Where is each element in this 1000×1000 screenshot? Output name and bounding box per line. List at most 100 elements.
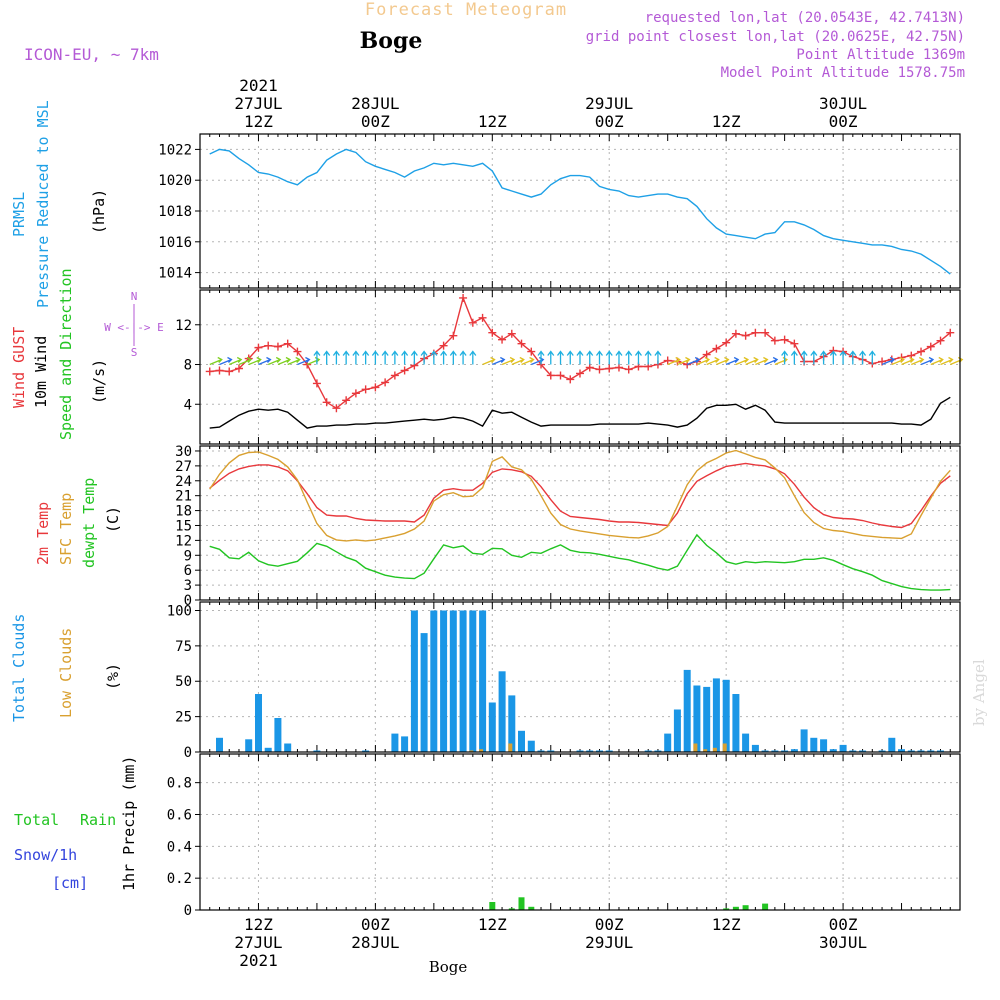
y-tick-label: 4 — [184, 397, 192, 413]
total-clouds-bar — [849, 750, 857, 752]
y-tick-label: 1020 — [158, 173, 192, 189]
gust-marker — [351, 389, 360, 398]
wind-direction-arrow — [332, 350, 340, 365]
total-clouds-bar — [917, 750, 925, 752]
wind-direction-arrow — [901, 356, 915, 366]
total-clouds-bar — [927, 750, 935, 752]
clouds-frame — [199, 601, 961, 753]
total-clouds-bar — [898, 749, 905, 752]
wind-direction-arrow — [313, 350, 321, 365]
wind-direction-arrow — [219, 356, 233, 366]
y-tick-label: 0 — [184, 593, 192, 609]
low-clouds-bar — [712, 747, 717, 752]
wind-direction-arrow — [911, 356, 925, 366]
wind-direction-arrow — [849, 350, 857, 365]
total-clouds-bar — [800, 729, 808, 752]
cloud-unit: (%) — [104, 663, 122, 690]
time-label: 12Z — [478, 915, 507, 934]
time-label: 27JUL — [234, 933, 282, 952]
y-tick-label: 25 — [175, 710, 192, 726]
wind-direction-arrow — [800, 350, 808, 365]
model-name: ICON-EU, ~ 7km — [24, 45, 159, 64]
wind-direction-arrow — [440, 350, 448, 365]
gust-marker — [439, 341, 448, 350]
time-label: 12Z — [244, 112, 273, 131]
wind-direction-arrow — [716, 356, 730, 366]
wind-direction-arrow — [521, 356, 535, 366]
wind-direction-arrow — [323, 350, 331, 365]
y-tick-label: 8 — [184, 358, 192, 374]
total-clouds-label: Total Clouds — [10, 614, 28, 722]
precipitation-frame — [199, 753, 961, 911]
wind-direction-arrow — [859, 350, 867, 365]
temp2m-label: 2m Temp — [34, 502, 52, 565]
gust-marker — [790, 339, 799, 348]
gust-label: Wind GUST — [10, 327, 28, 408]
wind-direction-arrow — [810, 350, 818, 365]
footer-station: Boge — [429, 958, 468, 976]
total-clouds-bar — [498, 671, 506, 752]
wind-direction-arrow — [930, 356, 944, 366]
y-tick-label: 15 — [175, 518, 192, 534]
precip-unit: 1hr Precip (mm) — [120, 756, 138, 891]
wind-direction-arrow — [430, 350, 438, 365]
total-clouds-bar — [810, 737, 818, 752]
gust-marker — [293, 347, 302, 356]
gust-marker — [761, 328, 770, 337]
wind-direction-arrow — [401, 350, 409, 365]
wind-direction-arrow — [238, 356, 253, 366]
gust-marker — [361, 385, 370, 394]
total-clouds-bar — [430, 610, 438, 752]
wind-direction-arrow — [781, 350, 789, 365]
model-altitude: Model Point Altitude 1578.75m — [721, 65, 965, 81]
wind-direction-arrow — [352, 350, 360, 365]
total-clouds-bar — [673, 709, 681, 752]
total-clouds-bar — [644, 750, 652, 752]
snow-unit-label: [cm] — [52, 874, 88, 892]
total-clouds-bar — [839, 744, 847, 752]
wind-direction-arrow — [342, 350, 350, 365]
total-clouds-bar — [440, 610, 448, 752]
total-rain-bar — [489, 902, 496, 910]
gust-marker — [917, 347, 926, 356]
total-clouds-bar — [518, 730, 525, 752]
gust-marker — [585, 363, 594, 372]
time-label: 12Z — [712, 915, 741, 934]
total-clouds-bar — [859, 750, 867, 752]
y-tick-label: 12 — [175, 318, 192, 334]
wind-direction-arrow — [277, 356, 292, 366]
total-clouds-bar — [683, 669, 691, 752]
gust-marker — [332, 404, 341, 413]
gust-marker — [926, 342, 935, 351]
wind-direction-arrow — [209, 356, 223, 366]
gust-marker — [556, 371, 565, 380]
gust-marker — [342, 396, 351, 405]
total-rain-bar — [518, 897, 525, 910]
total-clouds-bar — [420, 633, 428, 752]
y-tick-label: 18 — [175, 504, 192, 520]
y-tick-label: 0.2 — [167, 871, 192, 887]
requested-coords: requested lon,lat (20.0543E, 42.7413N) — [645, 10, 965, 26]
time-label: 00Z — [829, 112, 858, 131]
wind-direction-arrow — [891, 356, 905, 366]
2m-temp-line — [209, 462, 951, 529]
10m-wind-line — [209, 396, 951, 429]
sfc-temp-label: SFC Temp — [57, 493, 75, 565]
low-clouds-bar — [479, 749, 484, 752]
time-label: 30JUL — [819, 933, 867, 952]
wind-label: 10m Wind — [32, 336, 50, 408]
pressure-frame — [199, 133, 961, 289]
gust-marker — [400, 366, 409, 375]
gust-marker — [663, 356, 672, 365]
total-clouds-bar — [410, 610, 418, 752]
total-rain-bar — [762, 903, 769, 910]
y-tick-label: 75 — [175, 639, 192, 655]
gust-marker — [770, 336, 779, 345]
wind-direction-arrow — [881, 356, 896, 366]
y-tick-label: 1018 — [158, 204, 192, 220]
gust-marker — [780, 335, 789, 344]
total-clouds-bar — [703, 686, 711, 752]
total-rain-bar — [528, 906, 535, 910]
gust-marker — [390, 371, 399, 380]
